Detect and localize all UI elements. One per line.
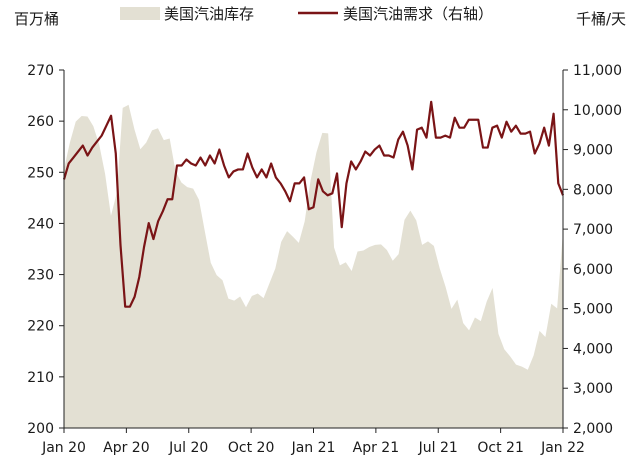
left-axis-tick-label: 260 [27,114,54,130]
right-axis-tick-label: 11,000 [573,63,622,79]
legend-swatch-area [120,7,160,20]
legend-label-area: 美国汽油库存 [164,5,254,23]
right-axis-tick-label: 4,000 [573,341,613,357]
left-axis-tick-label: 270 [27,63,54,79]
series-area-inventory [64,104,563,428]
left-axis-tick-label: 220 [27,319,54,335]
left-axis-tick-label: 250 [27,165,54,181]
axes [59,69,568,433]
right-axis-tick-label: 3,000 [573,381,613,397]
left-axis-tick-label: 200 [27,421,54,437]
axis-labels: 270 260 250 240 230 220 210 200 11,000 10,000 9,00… [27,63,622,456]
right-axis-unit: 千桶/天 [576,10,626,28]
left-axis-tick-label: 240 [27,216,54,232]
x-axis-tick-label: Jan 20 [41,440,86,456]
plot-area [62,100,565,428]
series-line-demand [62,100,565,308]
left-axis-tick-label: 210 [27,370,54,386]
right-axis-tick-label: 6,000 [573,262,613,278]
x-axis-tick-label: Jul 21 [418,440,458,456]
left-axis-tick-label: 230 [27,268,54,284]
x-axis-tick-label: Oct 21 [477,440,523,456]
right-axis-tick-label: 5,000 [573,302,613,318]
x-axis-tick-label: Jan 21 [291,440,336,456]
legend: 美国汽油库存 美国汽油需求（右轴） [120,5,493,23]
x-axis-tick-label: Oct 20 [228,440,274,456]
left-axis-unit: 百万桶 [14,10,59,28]
legend-label-line: 美国汽油需求（右轴） [343,5,493,23]
x-axis-tick-label: Apr 20 [103,440,149,456]
right-axis-tick-label: 7,000 [573,222,613,238]
x-axis-tick-label: Jul 20 [168,440,208,456]
x-axis-tick-label: Jan 22 [540,440,585,456]
right-axis-tick-label: 9,000 [573,143,613,159]
right-axis-tick-label: 10,000 [573,103,622,119]
right-axis-tick-label: 8,000 [573,182,613,198]
x-axis-tick-label: Apr 21 [353,440,399,456]
right-axis-tick-label: 2,000 [573,421,613,437]
